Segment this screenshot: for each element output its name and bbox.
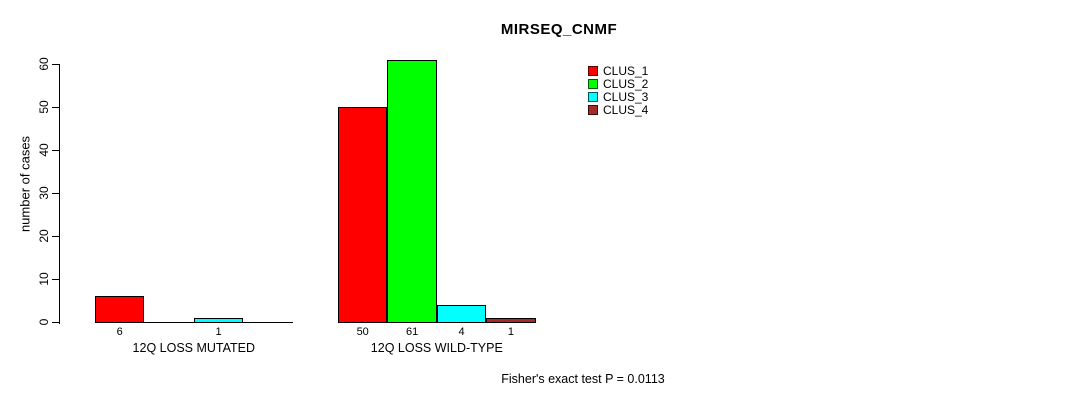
bar-value-label: 50 bbox=[356, 326, 369, 338]
bar-value-label: 1 bbox=[215, 326, 222, 338]
bar-clus_3 bbox=[436, 304, 487, 323]
legend-label: CLUS_2 bbox=[603, 77, 649, 91]
y-axis-line bbox=[59, 64, 60, 324]
y-tick-mark bbox=[52, 150, 59, 151]
x-category-label: 12Q LOSS MUTATED bbox=[132, 341, 256, 355]
bar-value-label: 61 bbox=[405, 326, 419, 338]
y-tick-label: 10 bbox=[37, 272, 51, 286]
y-tick-label: 20 bbox=[37, 229, 51, 243]
y-tick-mark bbox=[52, 107, 59, 108]
legend-swatch-clus_4 bbox=[588, 105, 598, 115]
legend-swatch-clus_2 bbox=[588, 79, 598, 89]
legend-swatch-clus_1 bbox=[588, 66, 598, 76]
legend-label: CLUS_1 bbox=[603, 64, 649, 78]
legend-label: CLUS_3 bbox=[603, 90, 649, 104]
bar-clus_1 bbox=[95, 296, 145, 323]
bar-value-label: 1 bbox=[507, 326, 514, 338]
bar-clus_2 bbox=[387, 59, 437, 323]
y-tick-label: 0 bbox=[37, 318, 51, 326]
bar-clus_4 bbox=[486, 317, 536, 323]
y-tick-label: 50 bbox=[37, 100, 51, 114]
y-tick-label: 60 bbox=[37, 57, 51, 71]
x-category-label: 12Q LOSS WILD-TYPE bbox=[370, 341, 503, 355]
bar-value-label: 4 bbox=[458, 326, 465, 338]
y-tick-mark bbox=[52, 193, 59, 194]
y-tick-mark bbox=[52, 236, 59, 237]
fishers-test-caption: Fisher's exact test P = 0.0113 bbox=[501, 372, 665, 386]
y-tick-mark bbox=[52, 279, 59, 280]
legend-label: CLUS_4 bbox=[603, 103, 649, 117]
y-tick-label: 40 bbox=[37, 143, 51, 157]
y-tick-mark bbox=[52, 322, 59, 323]
legend-swatch-clus_3 bbox=[588, 92, 598, 102]
bar-clus_3 bbox=[193, 317, 244, 323]
chart-title: MIRSEQ_CNMF bbox=[500, 21, 618, 38]
y-tick-mark bbox=[52, 64, 59, 65]
bar-value-label: 6 bbox=[116, 326, 123, 338]
y-tick-label: 30 bbox=[37, 186, 51, 200]
bar-clus_1 bbox=[338, 107, 388, 323]
